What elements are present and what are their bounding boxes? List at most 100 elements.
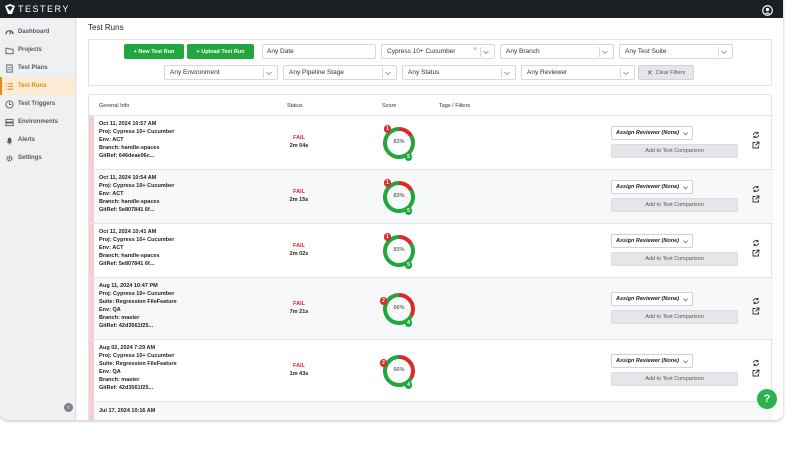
passed-count-badge: 4 (405, 319, 412, 327)
table-row[interactable]: Aug 11, 2024 10:47 PM Proj: Cypress 10+ C… (89, 278, 773, 340)
run-status: FAIL 2m 02s (279, 242, 319, 258)
add-to-test-comparison-button[interactable]: Add to Test Comparison (611, 252, 738, 266)
user-account-icon[interactable] (762, 3, 773, 21)
table-row[interactable]: Oct 11, 2024 10:41 AM Proj: Cypress 10+ C… (89, 224, 773, 278)
open-external-icon[interactable] (752, 307, 760, 315)
divider (263, 68, 264, 78)
assign-reviewer-select[interactable]: Assign Reviewer (None) (611, 234, 693, 248)
table-row[interactable]: Oct 11, 2024 10:54 AM Proj: Cypress 10+ C… (89, 170, 773, 224)
assign-reviewer-select[interactable]: Assign Reviewer (None) (611, 354, 693, 368)
reviewer-filter-select[interactable]: Any Reviewer (521, 65, 635, 80)
date-filter-input[interactable]: Any Date (262, 44, 376, 59)
add-to-test-comparison-button[interactable]: Add to Test Comparison (611, 198, 738, 212)
close-icon: ✕ (646, 69, 653, 77)
sidebar-item-settings[interactable]: Settings (0, 149, 75, 167)
branch-filter-select[interactable]: Any Branch (500, 44, 614, 59)
sidebar-item-test-plans[interactable]: Test Plans (0, 59, 75, 77)
divider (480, 47, 481, 57)
folder-icon (4, 45, 15, 56)
failed-count-badge: 1 (384, 179, 391, 187)
sidebar-item-projects[interactable]: Projects (0, 41, 75, 59)
assign-reviewer-select[interactable]: Assign Reviewer (None) (611, 126, 693, 140)
sidebar-item-dashboard[interactable]: Dashboard (0, 23, 75, 41)
clear-filters-button[interactable]: ✕ Clear Filters (638, 65, 694, 80)
upload-test-run-button[interactable]: + Upload Test Run (187, 44, 254, 59)
clear-icon[interactable]: × (472, 46, 477, 53)
sidebar-item-test-runs[interactable]: Test Runs (0, 77, 75, 95)
open-external-icon[interactable] (752, 369, 760, 377)
column-header-score: Score (382, 103, 397, 109)
logo[interactable]: TESTERY (4, 3, 70, 15)
sidebar-item-label: Settings (18, 155, 42, 161)
run-duration: 2m 15s (289, 197, 309, 203)
assign-reviewer-label: Assign Reviewer (None) (616, 184, 679, 190)
run-status: FAIL 2m 04s (279, 134, 319, 150)
divider (599, 47, 600, 57)
status-filter-select[interactable]: Any Status (402, 65, 516, 80)
sidebar-item-test-triggers[interactable]: Test Triggers (0, 95, 75, 113)
assign-reviewer-label: Assign Reviewer (None) (616, 358, 679, 364)
logo-text: TESTERY (18, 4, 70, 14)
sidebar-item-label: Projects (18, 47, 42, 53)
collapse-sidebar-button[interactable]: ‹ (64, 403, 73, 412)
row-status-stripe (89, 224, 94, 277)
chevron-down-icon (266, 71, 272, 76)
row-status-stripe (89, 170, 94, 223)
passed-count-badge: 4 (405, 381, 412, 389)
new-test-run-button[interactable]: + New Test Run (124, 44, 184, 59)
status-label: FAIL (293, 363, 305, 369)
fail-segment (383, 235, 415, 267)
bell-icon (4, 135, 15, 146)
run-general-info: Oct 11, 2024 10:41 AM Proj: Cypress 10+ C… (99, 228, 174, 268)
test-suite-filter-select[interactable]: Any Test Suite (619, 44, 733, 59)
row-status-stripe (89, 340, 94, 401)
help-button[interactable]: ? (757, 389, 777, 409)
info-line: Env: ACT (99, 191, 124, 197)
info-line: Oct 11, 2024 10:57 AM (99, 121, 157, 127)
filter-panel: + New Test Run + Upload Test Run Any Dat… (88, 39, 772, 86)
open-external-icon[interactable] (752, 249, 760, 257)
pipeline-stage-filter-select[interactable]: Any Pipeline Stage (283, 65, 397, 80)
assign-reviewer-label: Assign Reviewer (None) (616, 296, 679, 302)
table-row[interactable]: Jul 17, 2024 10:16 AM (89, 402, 773, 420)
rerun-icon[interactable] (752, 297, 760, 305)
divider (382, 68, 383, 78)
table-header: General Info Status Score Tags / Filters (89, 95, 773, 116)
assign-reviewer-select[interactable]: Assign Reviewer (None) (611, 292, 693, 306)
divider (718, 47, 719, 57)
info-line: Env: ACT (99, 137, 124, 143)
gear-icon (4, 153, 15, 164)
list-icon (4, 81, 15, 92)
assign-reviewer-select[interactable]: Assign Reviewer (None) (611, 180, 693, 194)
info-line: Jul 17, 2024 10:16 AM (99, 408, 156, 414)
chevron-down-icon (683, 132, 688, 136)
run-general-info: Oct 11, 2024 10:54 AM Proj: Cypress 10+ C… (99, 174, 174, 214)
add-to-test-comparison-button[interactable]: Add to Test Comparison (611, 310, 738, 324)
test-suite-filter-value: Any Test Suite (625, 48, 667, 55)
pipeline-stage-filter-value: Any Pipeline Stage (289, 69, 344, 76)
rerun-icon[interactable] (752, 239, 760, 247)
open-external-icon[interactable] (752, 141, 760, 149)
environment-filter-select[interactable]: Any Environment (164, 65, 278, 80)
open-external-icon[interactable] (752, 195, 760, 203)
info-line: GitRef: 5e807841 6f... (99, 261, 155, 267)
rerun-icon[interactable] (752, 185, 760, 193)
project-filter-select[interactable]: Cypress 10+ Cucumber × (381, 44, 495, 59)
sidebar-item-environments[interactable]: Environments (0, 113, 75, 131)
sidebar-item-alerts[interactable]: Alerts (0, 131, 75, 149)
info-line: Branch: handle-spaces (99, 145, 160, 151)
info-line: Suite: Regression FileFeature (99, 299, 177, 305)
rerun-icon[interactable] (752, 359, 760, 367)
table-row[interactable]: Aug 02, 2024 7:29 AM Proj: Cypress 10+ Cu… (89, 340, 773, 402)
rerun-icon[interactable] (752, 131, 760, 139)
status-label: FAIL (293, 135, 305, 141)
chevron-left-icon: ‹ (67, 404, 70, 411)
run-duration: 2m 02s (289, 251, 309, 257)
table-row[interactable]: Oct 11, 2024 10:57 AM Proj: Cypress 10+ C… (89, 116, 773, 170)
document-icon (4, 63, 15, 74)
add-to-test-comparison-button[interactable]: Add to Test Comparison (611, 144, 738, 158)
status-label: FAIL (293, 301, 305, 307)
add-to-test-comparison-button[interactable]: Add to Test Comparison (611, 372, 738, 386)
passed-count-badge: 5 (405, 153, 412, 161)
dashboard-icon (4, 27, 15, 38)
